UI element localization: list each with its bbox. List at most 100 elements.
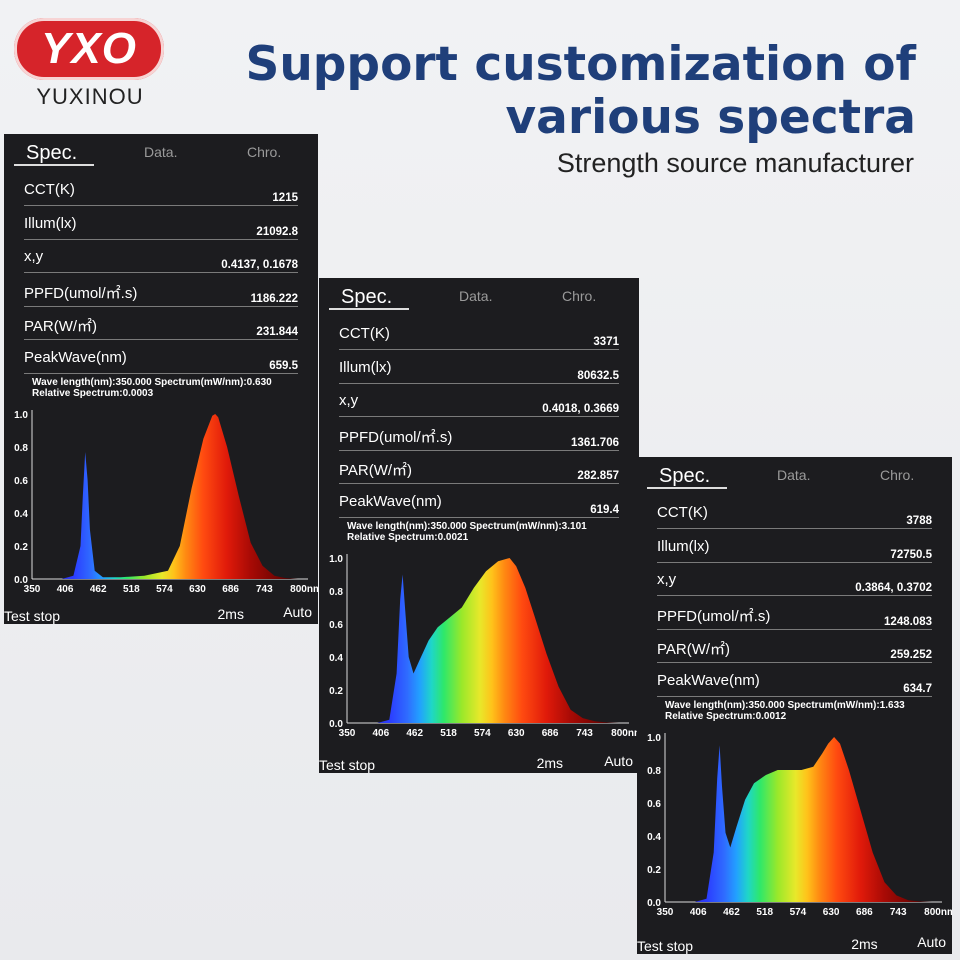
test-status: Test stop xyxy=(319,757,376,773)
measurement-row: PAR(W/㎡) 259.252 xyxy=(657,635,932,665)
readout-line-1: Wave length(nm):350.000 Spectrum(mW/nm):… xyxy=(32,377,272,388)
x-tick-label: 574 xyxy=(474,728,491,739)
measurement-label: PAR(W/㎡) xyxy=(339,462,413,479)
measurement-label: PAR(W/㎡) xyxy=(657,641,731,658)
headline-line-1: Support customization of xyxy=(245,37,916,92)
measurement-row: PeakWave(nm) 659.5 xyxy=(24,346,298,376)
measurement-value: 0.4137, 0.1678 xyxy=(221,259,298,271)
measurement-value: 1361.706 xyxy=(571,436,619,449)
tab-spec[interactable]: Spec. xyxy=(26,142,78,164)
x-tick-label: 630 xyxy=(508,728,525,739)
measurement-value: 21092.8 xyxy=(256,225,298,238)
x-tick-label: 686 xyxy=(222,584,239,595)
measurement-value: 659.5 xyxy=(269,359,298,372)
measurement-row: Illum(lx) 21092.8 xyxy=(24,212,298,242)
tab-chro[interactable]: Chro. xyxy=(247,144,282,160)
row-divider xyxy=(24,305,298,307)
row-divider xyxy=(24,272,298,273)
row-divider xyxy=(339,382,619,384)
headline: Support customization of various spectra xyxy=(245,38,916,144)
y-tick-label: 1.0 xyxy=(14,410,28,421)
tab-chro[interactable]: Chro. xyxy=(880,467,915,483)
readout-line-2: Relative Spectrum:0.0012 xyxy=(665,711,787,722)
readout-line-1: Wave length(nm):350.000 Spectrum(mW/nm):… xyxy=(347,521,587,532)
tab-chro[interactable]: Chro. xyxy=(562,288,597,304)
brand-name: YUXINOU xyxy=(36,84,144,109)
row-divider xyxy=(339,416,619,417)
y-tick-label: 0.4 xyxy=(329,653,343,664)
x-tick-label: 630 xyxy=(189,584,206,595)
row-divider xyxy=(657,662,932,663)
auto-mode-button[interactable]: Auto xyxy=(604,753,633,769)
measurement-row: x,y 0.4137, 0.1678 xyxy=(24,245,298,275)
x-tick-label: 462 xyxy=(90,584,107,595)
measurement-label: x,y xyxy=(339,392,359,409)
measurement-row: PAR(W/㎡) 282.857 xyxy=(339,456,619,486)
tab-bar: Spec. Data. Chro. xyxy=(4,134,318,168)
measurement-row: Illum(lx) 72750.5 xyxy=(657,535,932,565)
row-divider xyxy=(657,561,932,563)
row-divider xyxy=(24,372,298,374)
y-tick-label: 0.8 xyxy=(647,766,661,777)
auto-mode-button[interactable]: Auto xyxy=(917,934,946,950)
x-tick-label: 743 xyxy=(890,907,907,918)
row-divider xyxy=(339,516,619,518)
spectrum-area xyxy=(665,737,932,902)
tab-spec[interactable]: Spec. xyxy=(341,286,393,308)
measurement-label: CCT(K) xyxy=(24,181,75,198)
measurement-value: 231.844 xyxy=(256,326,298,338)
measurement-value: 80632.5 xyxy=(577,369,619,382)
spectrum-area xyxy=(32,414,298,579)
x-tick-label: 743 xyxy=(256,584,273,595)
spectrometer-screen-2: Spec. Data. Chro. CCT(K) 3371 Illum(lx) 80632.… xyxy=(319,278,639,773)
spectrum-area xyxy=(347,558,619,723)
tab-data[interactable]: Data. xyxy=(459,288,493,304)
headline-line-2: various spectra xyxy=(505,90,916,145)
row-divider xyxy=(657,528,932,529)
measurement-row: CCT(K) 1215 xyxy=(24,178,298,208)
y-tick-label: 0.4 xyxy=(647,832,661,843)
y-tick-label: 0.0 xyxy=(647,898,661,909)
x-tick-label: 350 xyxy=(339,728,356,739)
readout-line-2: Relative Spectrum:0.0021 xyxy=(347,532,469,543)
tab-spec[interactable]: Spec. xyxy=(659,465,711,487)
spectrometer-screen-1: Spec. Data. Chro. CCT(K) 1215 Illum(lx) 21092.… xyxy=(4,134,318,624)
tab-data[interactable]: Data. xyxy=(777,467,811,483)
measurement-label: PPFD(umol/㎡.s) xyxy=(657,607,771,625)
measurement-row: PeakWave(nm) 634.7 xyxy=(657,669,932,699)
measurement-value: 634.7 xyxy=(903,682,932,695)
x-tick-label: 350 xyxy=(657,907,674,918)
measurement-label: Illum(lx) xyxy=(24,214,77,232)
measurement-value: 0.4018, 0.3669 xyxy=(542,403,619,415)
row-divider xyxy=(339,349,619,350)
measurement-label: PeakWave(nm) xyxy=(24,348,127,366)
spectrum-readout: Wave length(nm):350.000 Spectrum(mW/nm):… xyxy=(665,700,905,722)
y-tick-label: 0.6 xyxy=(647,799,661,810)
measurement-row: PeakWave(nm) 619.4 xyxy=(339,490,619,520)
measurement-value: 3788 xyxy=(906,515,932,527)
row-divider xyxy=(339,449,619,451)
y-tick-label: 0.8 xyxy=(329,587,343,598)
measurement-label: CCT(K) xyxy=(339,325,390,342)
measurement-label: PPFD(umol/㎡.s) xyxy=(339,428,453,446)
tab-data[interactable]: Data. xyxy=(144,144,178,160)
spectrum-readout: Wave length(nm):350.000 Spectrum(mW/nm):… xyxy=(32,377,272,399)
measurement-row: CCT(K) 3371 xyxy=(339,322,619,352)
y-tick-label: 0.2 xyxy=(647,865,661,876)
y-tick-label: 0.2 xyxy=(14,542,28,553)
row-divider xyxy=(24,339,298,340)
y-tick-label: 1.0 xyxy=(647,733,661,744)
measurement-row: PPFD(umol/㎡.s) 1186.222 xyxy=(24,279,298,309)
measurement-row: PPFD(umol/㎡.s) 1361.706 xyxy=(339,423,619,453)
x-tick-label: 574 xyxy=(790,907,807,918)
row-divider xyxy=(339,483,619,484)
measurement-value: 1215 xyxy=(272,192,298,204)
row-divider xyxy=(657,695,932,697)
auto-mode-button[interactable]: Auto xyxy=(283,604,312,620)
active-tab-underline xyxy=(647,487,727,489)
x-tick-label: 406 xyxy=(57,584,74,595)
measurement-value: 0.3864, 0.3702 xyxy=(855,582,932,594)
